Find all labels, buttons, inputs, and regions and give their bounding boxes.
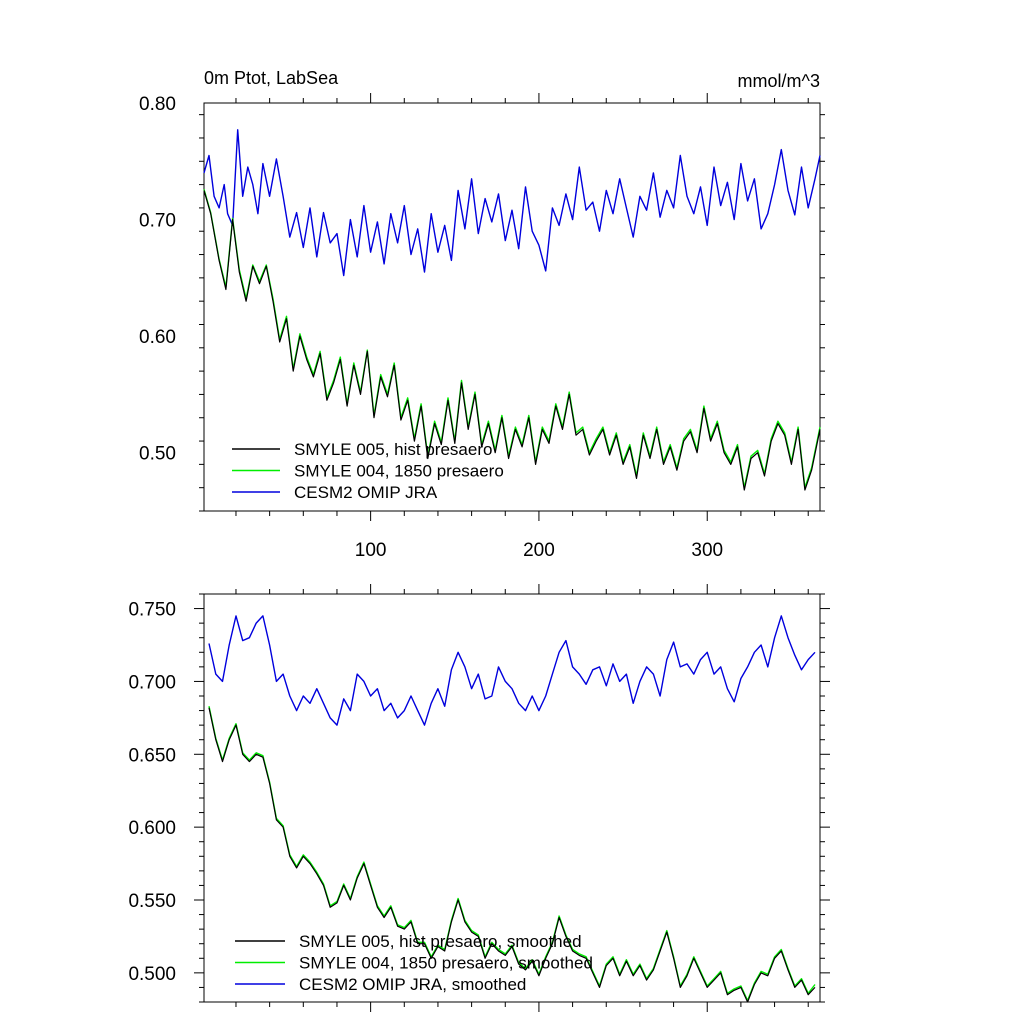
y-tick-label: 0.600 xyxy=(128,818,176,839)
top-axis-ticks: 100 200 300 0.50 0.60 0.70 0.80 xyxy=(139,93,825,561)
y-tick-label: 0.750 xyxy=(128,600,176,621)
series-line-2 xyxy=(208,615,816,726)
bottom-axis-ticks: 0.500 0.550 0.600 0.650 0.700 0.750 xyxy=(128,584,830,1012)
legend-label: SMYLE 005, hist presaero xyxy=(294,440,492,459)
bottom-panel: 0.500 0.550 0.600 0.650 0.700 0.750 SMYLE 005… xyxy=(128,584,830,1012)
y-tick-label: 0.500 xyxy=(128,964,176,985)
y-tick-label: 0.50 xyxy=(139,444,176,465)
y-tick-label: 0.80 xyxy=(139,94,176,115)
legend-label: SMYLE 004, 1850 presaero, smoothed xyxy=(299,954,593,973)
legend-label: SMYLE 004, 1850 presaero xyxy=(294,462,504,481)
legend-label: SMYLE 005, hist presaero, smoothed xyxy=(299,932,582,951)
bottom-legend: SMYLE 005, hist presaero, smoothed SMYLE … xyxy=(235,932,593,994)
series-line-1 xyxy=(208,706,816,1002)
top-legend: SMYLE 005, hist presaero SMYLE 004, 1850 … xyxy=(232,440,504,502)
top-series xyxy=(203,129,821,491)
top-panel: 0m Ptot, LabSea mmol/m^3 100 200 300 0.50 0.… xyxy=(139,68,825,561)
x-tick-label: 200 xyxy=(523,540,555,561)
top-title-right: mmol/m^3 xyxy=(738,71,820,91)
x-tick-label: 100 xyxy=(355,540,387,561)
y-tick-label: 0.650 xyxy=(128,745,176,766)
legend-label: CESM2 OMIP JRA xyxy=(294,483,438,502)
x-tick-label: 300 xyxy=(691,540,723,561)
series-line-2 xyxy=(203,129,821,277)
series-line-0 xyxy=(208,707,816,1003)
top-title-left: 0m Ptot, LabSea xyxy=(204,68,339,88)
top-plot-frame xyxy=(203,102,821,512)
y-tick-label: 0.700 xyxy=(128,672,176,693)
series-line-0 xyxy=(203,190,821,491)
bottom-series xyxy=(208,615,816,1003)
y-tick-label: 0.550 xyxy=(128,891,176,912)
y-tick-label: 0.70 xyxy=(139,211,176,232)
y-tick-label: 0.60 xyxy=(139,327,176,348)
legend-label: CESM2 OMIP JRA, smoothed xyxy=(299,975,526,994)
